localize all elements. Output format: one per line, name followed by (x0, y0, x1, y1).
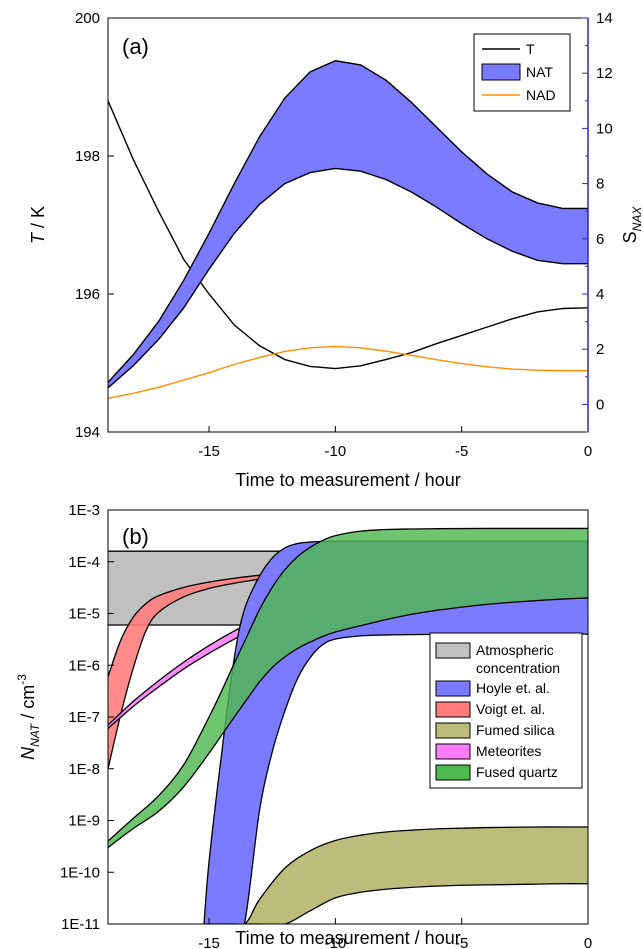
panel-b-legend-label-voigt-et-al-line-1: Voigt et. al. (476, 701, 545, 717)
panel-a-legend-label-t: T (526, 41, 535, 57)
panel-a-left-y-tick-label: 200 (75, 10, 100, 27)
panel-b-y-tick-label: 1E-5 (68, 606, 100, 623)
panel-b-y-tick-label: 1E-10 (60, 864, 100, 881)
panel-b-series-fused-quartz-band (108, 528, 588, 848)
panel-b-y-tick-label: 1E-7 (68, 709, 100, 726)
panel-a-series-t-line (107, 100, 589, 370)
panel-a-series-nat-upper-edge (107, 60, 588, 383)
panel-b-y-axis-title-unit: / cm (18, 685, 38, 724)
panel-b-y-axis-title-superscript: -3 (15, 674, 29, 685)
panel-a-legend-swatch-nat (481, 63, 521, 81)
panel-a-label: (a) (122, 34, 149, 59)
panel-b-legend-label-meteorites-line-1: Meteorites (476, 743, 541, 759)
panel-a-left-axis-title-unit: / K (28, 206, 48, 233)
panel-a-left-axis-title: T / K (28, 206, 48, 244)
panel-b-legend-label-hoyle-et-al-line-1: Hoyle et. al. (476, 680, 550, 696)
panel-a-left-y-tick-label: 198 (75, 148, 100, 165)
panel-a-right-y-tick-label: 12 (596, 65, 613, 82)
panel-a: -15 -10 -5 0 194 196 198 200 0 2 4 6 8 10 12 14 (a) Tim… (28, 10, 643, 490)
panel-a-legend: T NAT NAD (473, 33, 571, 112)
panel-a-legend-label-nat: NAT (526, 64, 553, 80)
panel-a-left-y-tick-label: 196 (75, 286, 100, 303)
panel-a-right-y-tick-label: 14 (596, 10, 613, 27)
panel-b-legend-swatch-hoyle-et-al (435, 680, 471, 697)
panel-b-y-tick-label: 1E-3 (68, 502, 100, 519)
panel-b-x-axis-title: Time to measurement / hour (235, 928, 460, 948)
panel-a-x-axis-title: Time to measurement / hour (235, 470, 460, 490)
panel-b-y-tick-label: 1E-9 (68, 813, 100, 830)
panel-a-right-y-tick-label: 10 (596, 120, 613, 137)
panel-b-legend-swatch-fumed-silica (435, 722, 471, 739)
panel-b-legend-label-fumed-silica-line-1: Fumed silica (476, 722, 555, 738)
panel-b-series-fused-quartz-upper-edge (108, 527, 588, 842)
panel-b-x-tick-label: -10 (325, 935, 347, 949)
panel-a-axes: -15 -10 -5 0 194 196 198 200 0 2 4 6 8 10 12 14 (75, 10, 613, 460)
panel-b-y-tick-label: 1E-4 (68, 554, 100, 571)
panel-a-right-y-tick-label: 0 (596, 396, 604, 413)
panel-b-y-tick-label: 1E-8 (68, 761, 100, 778)
panel-a-right-y-tick-label: 6 (596, 231, 604, 248)
panel-a-right-axis-title-subscript: NAX (630, 206, 643, 232)
panel-b-legend-swatch-voigt-et-al (435, 701, 471, 718)
panel-b-y-tick-label: 1E-11 (61, 916, 100, 933)
panel-a-x-tick-label: -5 (455, 443, 468, 460)
panel-a-x-tick-label: 0 (584, 443, 592, 460)
panel-b-x-tick-label: 0 (584, 935, 592, 949)
panel-a-right-axis-title: SNAX (620, 206, 643, 244)
panel-a-right-axis-title-symbol: S (620, 231, 640, 243)
panel-b-series-fumed-silica-upper-edge (204, 826, 588, 924)
panel-a-left-axis-title-symbol: T (28, 231, 48, 244)
panel-a-x-tick-label: -10 (325, 443, 347, 460)
panel-a-left-y-tick-label: 194 (75, 424, 100, 441)
panel-b-label: (b) (122, 524, 149, 549)
panel-a-right-y-tick-label: 4 (596, 286, 604, 303)
panel-a-x-tick-label: -15 (198, 443, 220, 460)
panel-b-y-axis-title-subscript: NAT (28, 722, 42, 747)
panel-b-axes: -15 -10 -5 0 1E-3 1E-4 1E-5 1E-6 1E-7 1E-8 1E-9 1E-… (60, 502, 592, 949)
panel-a-plot-layer (107, 60, 589, 400)
panel-a-legend-label-nad: NAD (526, 87, 556, 103)
panel-b-y-axis-title-symbol: N (18, 746, 38, 760)
panel-b-series-fused-quartz-lower-edge (108, 597, 588, 849)
panel-b-y-tick-label: 1E-6 (68, 657, 100, 674)
panel-b-legend-swatch-atmospheric-concentration (435, 642, 471, 659)
panel-b-y-axis-title: NNAT / cm-3 (15, 674, 42, 760)
panel-a-right-y-tick-label: 2 (596, 341, 604, 358)
panel-b-legend-swatch-meteorites (435, 743, 471, 760)
panel-b-legend-swatch-fused-quartz (435, 764, 471, 781)
panel-a-series-nat-band (108, 60, 588, 388)
panel-a-series-nat-lower-edge (107, 167, 588, 389)
panel-b-x-tick-label: -5 (455, 935, 468, 949)
panel-b-legend-label-atmospheric-concentration-line-2: concentration (476, 660, 560, 676)
panel-a-right-y-tick-label: 8 (596, 176, 604, 193)
panel-b-legend: Atmospheric concentration Hoyle et. al. Voi… (429, 632, 583, 789)
panel-b: -15 -10 -5 0 1E-3 1E-4 1E-5 1E-6 1E-7 1E-8 1E-9 1E-… (15, 502, 592, 949)
panel-b-x-tick-label: -15 (198, 935, 220, 949)
panel-a-series-nad-line (107, 345, 588, 400)
panel-b-series-fumed-silica-lower-edge (204, 883, 588, 924)
panel-b-series-fumed-silica-band (204, 826, 588, 924)
panel-b-legend-label-atmospheric-concentration-line-1: Atmospheric (476, 642, 554, 658)
panel-b-legend-label-fused-quartz-line-1: Fused quartz (476, 764, 558, 780)
